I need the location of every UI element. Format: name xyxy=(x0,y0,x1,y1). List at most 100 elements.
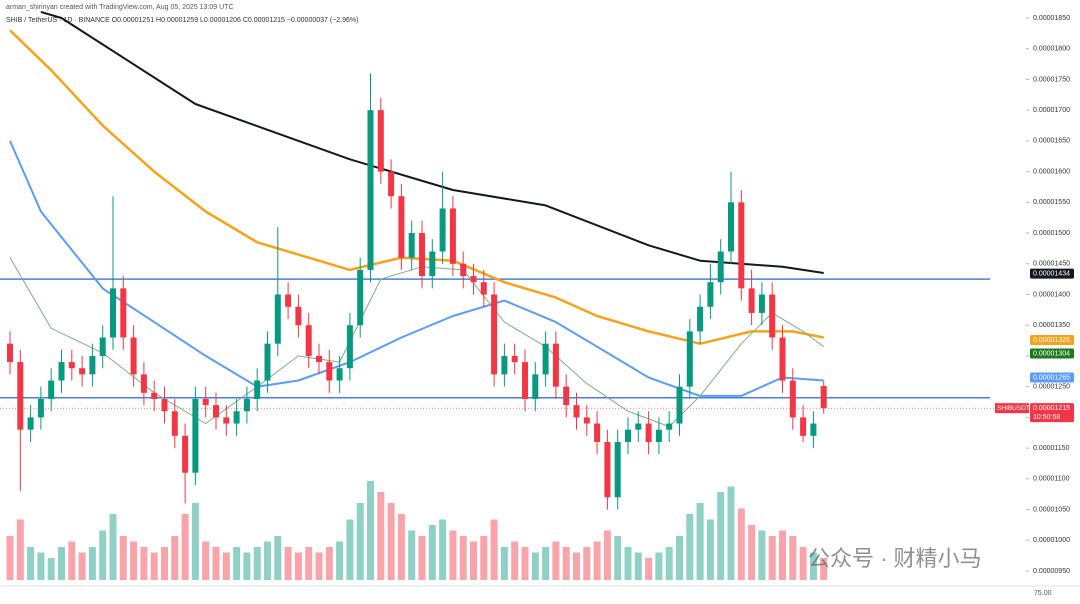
candle-body xyxy=(758,294,765,313)
volume-bar xyxy=(665,547,673,580)
y-tick-label: 0.00001750 xyxy=(1033,76,1070,83)
candle-body xyxy=(408,233,415,258)
candle-body xyxy=(99,337,106,356)
candle-body xyxy=(635,423,642,430)
volume-bar xyxy=(315,552,323,580)
volume-bar xyxy=(212,547,220,580)
volume-bar xyxy=(140,547,148,580)
candle-body xyxy=(666,423,673,430)
price-tag-label: 0.00001304 xyxy=(1033,350,1070,357)
volume-bar xyxy=(717,492,725,580)
candle-body xyxy=(625,429,631,442)
volume-bar xyxy=(305,547,313,580)
watermark: 公众号 · 财精小马 xyxy=(808,546,982,571)
volume-bar xyxy=(789,536,797,580)
candle-body xyxy=(171,411,178,436)
volume-bar xyxy=(480,536,488,580)
price-tag xyxy=(1030,334,1074,345)
y-tick-label: 0.00001050 xyxy=(1033,506,1070,513)
volume-bar xyxy=(779,530,786,580)
candle-body xyxy=(707,282,714,307)
last-price-tag xyxy=(1030,403,1074,423)
volume-bar xyxy=(99,530,107,580)
candle-body xyxy=(37,398,44,418)
candle-body xyxy=(522,362,528,399)
candle-body xyxy=(213,405,219,418)
volume-bar xyxy=(6,536,14,580)
volume-bar xyxy=(325,547,333,580)
volume-bar xyxy=(573,552,580,580)
candle-body xyxy=(151,392,158,399)
volume-bar xyxy=(150,552,158,580)
candle-body xyxy=(789,380,796,418)
volume-bar xyxy=(737,508,745,580)
volume-bar xyxy=(562,547,570,580)
candle-body xyxy=(316,355,322,363)
volume-bar xyxy=(758,530,766,580)
volume-bar xyxy=(356,503,364,580)
volume-bar xyxy=(408,530,416,580)
volume-bar xyxy=(768,536,776,580)
candle-body xyxy=(140,374,147,393)
candle-body xyxy=(501,355,508,375)
y-tick-label: 0.00001800 xyxy=(1033,46,1070,53)
candle-body xyxy=(480,282,487,295)
volume-bar xyxy=(603,530,611,580)
volume-bar xyxy=(346,519,354,580)
price-tag xyxy=(1030,268,1074,279)
candle-body xyxy=(27,417,34,430)
volume-bar xyxy=(542,547,550,580)
volume-bar xyxy=(387,503,395,580)
candle-body xyxy=(552,343,559,387)
candle-body xyxy=(491,294,498,375)
candle-body xyxy=(326,362,333,381)
volume-bar xyxy=(748,525,756,580)
volume-bar xyxy=(459,536,467,580)
candle-body xyxy=(17,362,24,430)
candle-body xyxy=(429,251,436,277)
volume-bar xyxy=(253,547,261,580)
volume-bar xyxy=(809,552,817,580)
volume-bar xyxy=(16,519,24,580)
candle-body xyxy=(68,362,75,369)
candle-body xyxy=(470,276,477,283)
volume-bar xyxy=(500,547,508,580)
candle-body xyxy=(254,380,261,399)
price-tag xyxy=(1030,348,1074,359)
volume-bar xyxy=(552,541,560,580)
volume-bar xyxy=(222,552,230,580)
volume-bar xyxy=(645,558,653,580)
last-price-countdown: 10:50:58 xyxy=(1033,414,1060,421)
candle-body xyxy=(748,288,755,313)
candle-body xyxy=(89,355,96,375)
y-tick-label: 0.00001350 xyxy=(1033,322,1070,329)
candle-body xyxy=(79,368,86,375)
price-tag-label: 0.00001434 xyxy=(1033,270,1070,277)
y-tick-label: 0.00001700 xyxy=(1033,107,1070,114)
volume-bar xyxy=(88,547,96,580)
volume-bar xyxy=(820,558,828,580)
candle-body xyxy=(110,288,116,338)
volume-bar xyxy=(521,547,529,580)
candle-body xyxy=(717,251,724,283)
volume-bar xyxy=(130,541,138,580)
y-tick-label: 0.00001600 xyxy=(1033,168,1070,175)
volume-bar xyxy=(531,552,539,580)
candle-body xyxy=(573,405,580,418)
candle-body xyxy=(511,355,518,363)
volume-bar xyxy=(119,536,127,580)
candle-body xyxy=(449,208,456,264)
volume-bar xyxy=(27,547,35,580)
candle-body xyxy=(810,423,817,436)
candle-body xyxy=(305,325,312,356)
candle-body xyxy=(686,331,693,387)
y-tick-label: 0.00001000 xyxy=(1033,537,1070,544)
candle-body xyxy=(439,208,446,252)
candle-body xyxy=(233,411,240,424)
volume-bar xyxy=(614,536,622,580)
volume-bar xyxy=(78,552,86,580)
candle-body xyxy=(182,435,189,473)
volume-bar xyxy=(624,547,632,580)
candle-body xyxy=(779,337,786,381)
